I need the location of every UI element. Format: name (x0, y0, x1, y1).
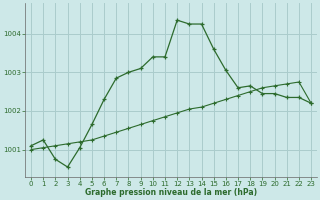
X-axis label: Graphe pression niveau de la mer (hPa): Graphe pression niveau de la mer (hPa) (85, 188, 257, 197)
